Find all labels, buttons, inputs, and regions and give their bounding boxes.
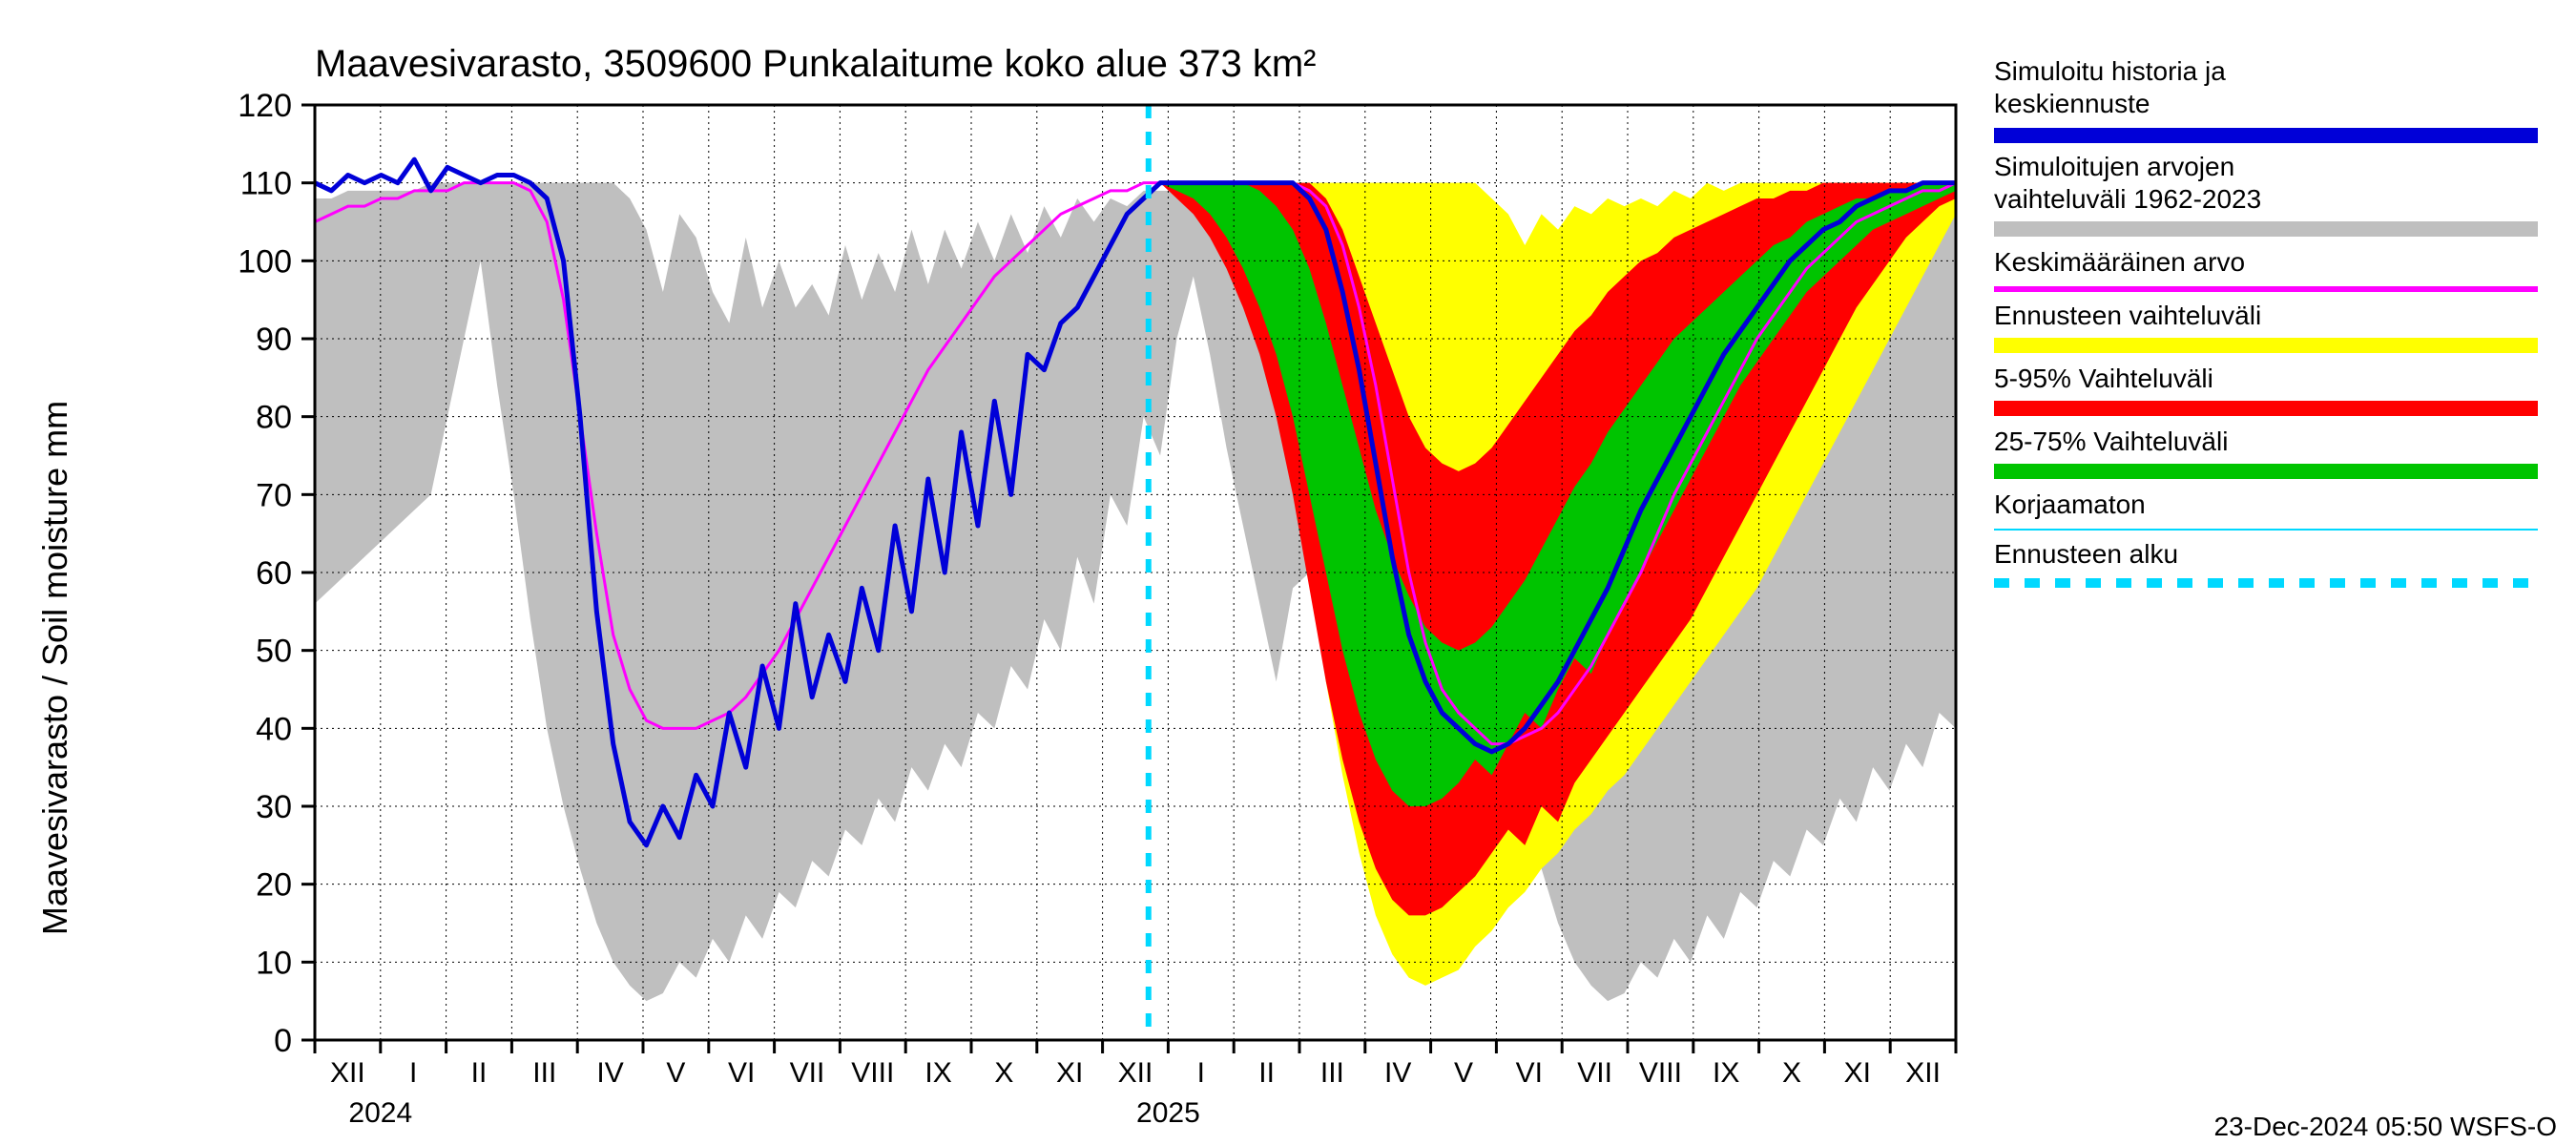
month-label: VI — [1516, 1057, 1543, 1089]
soil-moisture-chart: Maavesivarasto / Soil moisture mm Maaves… — [0, 0, 2576, 1145]
footer-text: 23-Dec-2024 05:50 WSFS-O — [2214, 1112, 2558, 1141]
month-label: X — [1782, 1057, 1801, 1089]
month-label: I — [1197, 1057, 1205, 1089]
y-tick-label: 0 — [274, 1023, 292, 1059]
month-label: IV — [1384, 1057, 1411, 1089]
y-tick-label: 40 — [256, 711, 292, 747]
month-label: VIII — [1639, 1057, 1682, 1089]
month-label: IV — [596, 1057, 623, 1089]
legend-swatch — [1994, 401, 2538, 416]
month-label: V — [666, 1057, 685, 1089]
month-label: III — [532, 1057, 556, 1089]
legend: Simuloitu historia ja keskiennuste Simuloi… — [1994, 56, 2538, 583]
month-label: III — [1320, 1057, 1344, 1089]
y-tick-label: 120 — [238, 88, 292, 124]
y-tick-label: 80 — [256, 400, 292, 436]
month-label: II — [471, 1057, 488, 1089]
legend-label: vaihteluväli 1962-2023 — [1994, 184, 2261, 214]
legend-swatch — [1994, 464, 2538, 479]
month-label: VI — [728, 1057, 755, 1089]
month-label: IX — [924, 1057, 951, 1089]
year-label: 2024 — [348, 1097, 412, 1129]
month-label: XII — [1905, 1057, 1941, 1089]
y-tick-label: 50 — [256, 634, 292, 670]
month-label: VII — [790, 1057, 825, 1089]
month-label: IX — [1713, 1057, 1739, 1089]
legend-label: Ennusteen alku — [1994, 539, 2178, 569]
y-tick-label: 20 — [256, 867, 292, 904]
month-label: XII — [1118, 1057, 1153, 1089]
legend-swatch — [1994, 338, 2538, 353]
legend-swatch — [1994, 221, 2538, 237]
y-tick-label: 30 — [256, 789, 292, 825]
legend-label: Ennusteen vaihteluväli — [1994, 301, 2261, 330]
month-label: X — [994, 1057, 1013, 1089]
legend-label: keskiennuste — [1994, 89, 2150, 118]
y-tick-label: 10 — [256, 945, 292, 981]
month-label: XI — [1844, 1057, 1871, 1089]
month-label: VIII — [851, 1057, 894, 1089]
month-label: II — [1258, 1057, 1275, 1089]
chart-title: Maavesivarasto, 3509600 Punkalaitume kok… — [315, 43, 1317, 85]
year-label: 2025 — [1136, 1097, 1200, 1129]
legend-label: Keskimääräinen arvo — [1994, 247, 2245, 277]
month-label: V — [1454, 1057, 1473, 1089]
month-label: I — [409, 1057, 417, 1089]
y-axis-label: Maavesivarasto / Soil moisture mm — [35, 401, 74, 935]
legend-label: 5-95% Vaihteluväli — [1994, 364, 2213, 393]
y-tick-label: 90 — [256, 322, 292, 358]
month-label: XI — [1056, 1057, 1083, 1089]
y-tick-label: 100 — [238, 243, 292, 280]
month-label: XII — [330, 1057, 365, 1089]
y-tick-label: 110 — [240, 166, 292, 202]
legend-label: Korjaamaton — [1994, 489, 2146, 519]
month-label: VII — [1577, 1057, 1612, 1089]
legend-label: Simuloitujen arvojen — [1994, 152, 2234, 181]
y-tick-label: 60 — [256, 555, 292, 592]
y-tick-label: 70 — [256, 477, 292, 513]
legend-label: Simuloitu historia ja — [1994, 56, 2226, 86]
legend-label: 25-75% Vaihteluväli — [1994, 427, 2228, 456]
plot-area: 0102030405060708090100110120XIIIIIIIIIVV… — [238, 88, 1956, 1129]
